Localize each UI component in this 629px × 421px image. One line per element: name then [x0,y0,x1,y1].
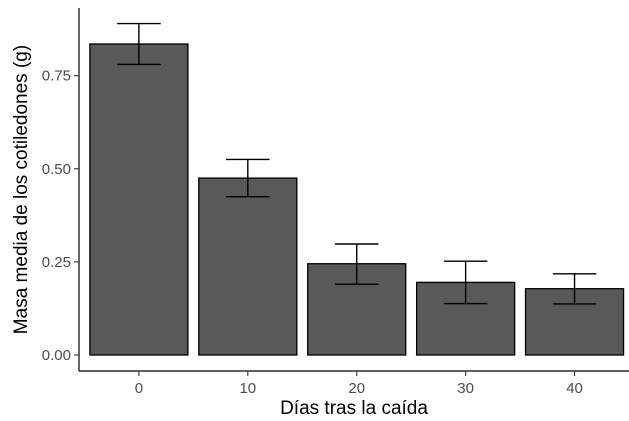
bars-group [89,43,625,356]
x-tick-label: 30 [457,380,474,397]
error-bar-40 [552,273,597,305]
error-bar-10 [226,158,270,198]
error-bar-0 [117,22,161,66]
bar-0 [89,43,189,356]
y-tick-label: 0.75 [42,68,71,85]
y-tick-label: 0.25 [42,254,71,271]
x-tick-label: 20 [348,380,365,397]
x-tick-label: 0 [135,380,143,397]
y-ticks: 0.00 0.25 0.50 0.75 [42,68,79,364]
y-tick-label: 0.50 [42,161,71,178]
y-tick-label: 0.00 [42,347,71,364]
error-bar-30 [443,260,488,305]
bar-10 [198,177,298,356]
x-tick-label: 40 [566,380,583,397]
error-bars-group [117,22,597,305]
error-bar-20 [334,243,379,285]
y-axis-title: Masa media de los cotiledones (g) [11,45,32,334]
x-axis-title: Días tras la caída [280,398,428,419]
x-ticks: 0 10 20 30 40 [135,371,583,397]
x-tick-label: 10 [239,380,256,397]
